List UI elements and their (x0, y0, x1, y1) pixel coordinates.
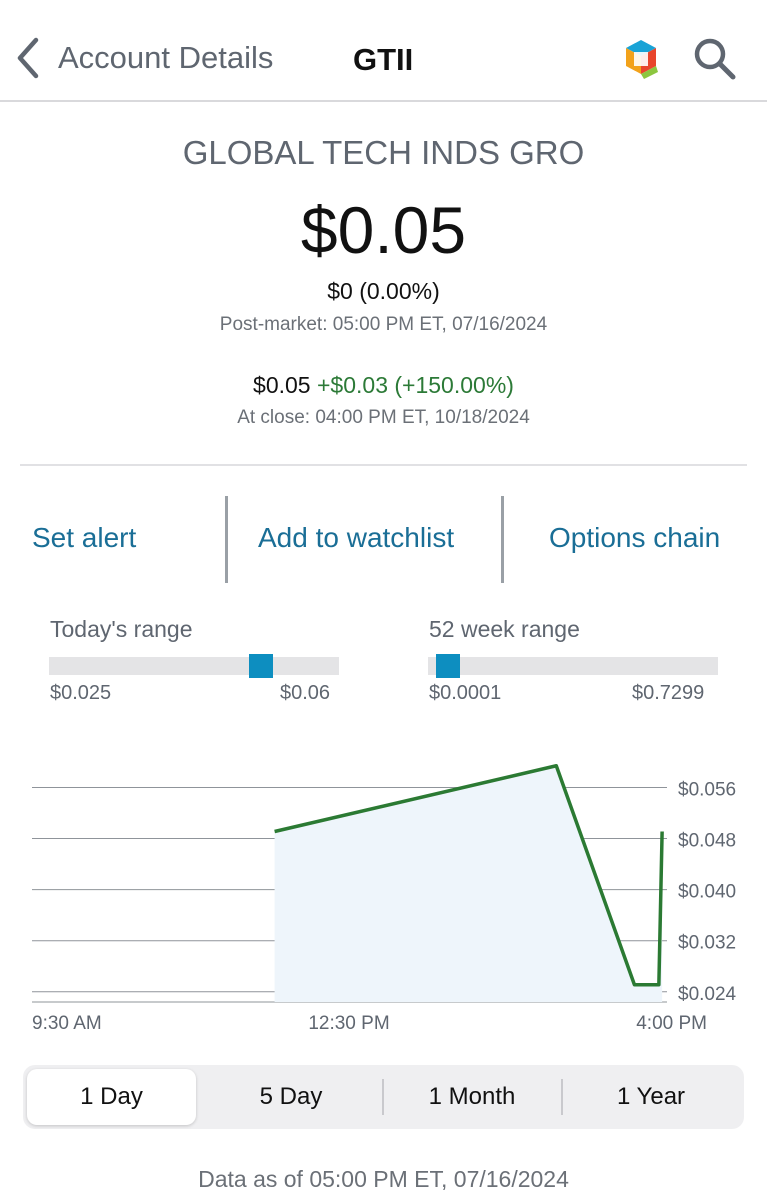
todays-range-low: $0.025 (50, 682, 112, 704)
todays-range-marker (248, 654, 273, 678)
timeframe-5-day[interactable]: 5 Day (259, 1083, 323, 1110)
timeframe-1-day[interactable]: 1 Day (27, 1069, 196, 1125)
y-tick-label: $0.032 (678, 933, 736, 954)
top-nav-bar: Account Details GTII (0, 0, 767, 102)
last-price: $0.05 (300, 193, 467, 267)
52-week-range-low: $0.0001 (429, 682, 502, 704)
52-week-range-marker (436, 654, 461, 678)
close-change: +$0.03 (+150.00%) (317, 372, 514, 398)
back-button[interactable]: Account Details (14, 34, 273, 82)
post-market-timestamp: Post-market: 05:00 PM ET, 07/16/2024 (219, 314, 548, 335)
action-separator (501, 496, 504, 583)
y-tick-label: $0.048 (678, 831, 736, 852)
data-timestamp: Data as of 05:00 PM ET, 07/16/2024 (198, 1166, 569, 1192)
x-tick-label: 9:30 AM (32, 1013, 102, 1034)
52-week-range-title: 52 week range (429, 616, 580, 642)
y-tick-label: $0.024 (678, 984, 737, 1005)
area-fill (274, 765, 663, 1002)
52-week-range-track (428, 657, 718, 675)
intraday-price-chart[interactable]: $0.056 $0.048 $0.040 $0.032 $0.024 9:30 AM 12:… (0, 740, 767, 1040)
back-label: Account Details (58, 40, 274, 75)
close-quote: $0.05 +$0.03 (+150.00%) (0, 372, 767, 399)
close-timestamp: At close: 04:00 PM ET, 10/18/2024 (237, 407, 530, 428)
price-change: $0 (0.00%) (327, 278, 440, 304)
timeframe-1-month[interactable]: 1 Month (428, 1083, 516, 1110)
price-series-line (274, 763, 664, 987)
segment-separator (382, 1079, 384, 1115)
y-tick-label: $0.040 (678, 882, 736, 903)
section-divider (20, 464, 747, 466)
todays-range-high: $0.06 (280, 682, 331, 704)
options-chain-link[interactable]: Options chain (549, 522, 721, 553)
y-tick-label: $0.056 (678, 779, 736, 800)
company-name: GLOBAL TECH INDS GRO (182, 134, 585, 171)
add-to-watchlist-link[interactable]: Add to watchlist (258, 522, 455, 553)
cube-logo-icon[interactable] (620, 38, 662, 80)
timeframe-1-year[interactable]: 1 Year (616, 1083, 686, 1110)
search-icon[interactable] (690, 34, 738, 82)
close-price: $0.05 (253, 372, 311, 398)
todays-range-title: Today's range (50, 616, 193, 642)
chevron-left-icon (17, 37, 39, 79)
todays-range-track (49, 657, 339, 675)
x-tick-label: 4:00 PM (636, 1013, 707, 1034)
52-week-range-high: $0.7299 (632, 682, 705, 704)
action-separator (225, 496, 228, 583)
segment-separator (561, 1079, 563, 1115)
set-alert-link[interactable]: Set alert (32, 522, 137, 553)
timeframe-selector: 1 Day 5 Day 1 Month 1 Year (23, 1065, 744, 1129)
x-tick-label: 12:30 PM (308, 1013, 389, 1034)
ticker-symbol: GTII (353, 42, 414, 77)
